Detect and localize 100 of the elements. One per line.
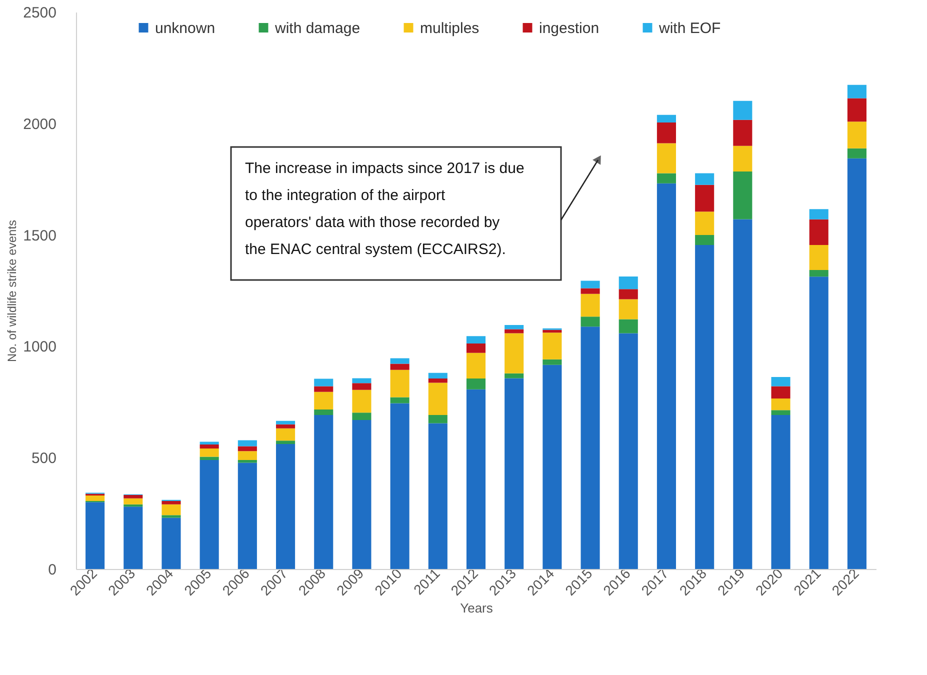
bar xyxy=(695,245,714,569)
bar xyxy=(771,415,790,569)
bar xyxy=(771,376,790,386)
bar xyxy=(124,498,143,504)
y-tick-label: 2000 xyxy=(23,116,56,133)
bar xyxy=(580,294,600,317)
y-tick-label: 2500 xyxy=(23,4,56,22)
bar xyxy=(466,389,486,569)
legend-label: multiples xyxy=(420,20,480,37)
bar xyxy=(656,183,676,569)
bar xyxy=(428,372,448,379)
bar xyxy=(390,358,410,364)
bar xyxy=(276,428,296,441)
bar xyxy=(162,515,181,518)
bar xyxy=(542,330,562,333)
bar xyxy=(580,280,600,288)
bar xyxy=(162,501,181,504)
bar xyxy=(124,495,143,498)
bar xyxy=(428,415,448,424)
bar xyxy=(733,172,752,220)
bar xyxy=(618,289,638,300)
bar xyxy=(200,460,219,569)
y-tick-label: 1000 xyxy=(23,338,56,356)
bar xyxy=(428,382,448,416)
legend-label: with EOF xyxy=(658,20,721,37)
bar xyxy=(542,359,562,365)
bar xyxy=(618,319,638,334)
bar xyxy=(504,329,524,334)
bar xyxy=(618,333,638,569)
bar xyxy=(276,440,296,444)
bar xyxy=(238,451,257,460)
bar xyxy=(200,448,219,457)
bar xyxy=(847,98,866,122)
bar xyxy=(695,212,714,236)
legend-label: with damage xyxy=(274,20,360,37)
legend-label: unknown xyxy=(155,20,216,37)
y-tick-label: 0 xyxy=(48,562,56,578)
bar xyxy=(124,506,143,569)
bar xyxy=(504,373,524,378)
bar xyxy=(809,209,828,220)
bar xyxy=(542,332,562,360)
bar xyxy=(314,378,334,386)
bar xyxy=(733,120,752,146)
bar xyxy=(809,219,828,246)
y-tick-label: 500 xyxy=(31,450,56,468)
bar xyxy=(656,114,676,123)
bar xyxy=(504,333,524,374)
bar xyxy=(314,415,334,569)
bar xyxy=(352,420,372,569)
bar xyxy=(542,364,562,569)
bar xyxy=(352,412,372,420)
bar xyxy=(390,403,410,569)
bar xyxy=(847,84,866,98)
y-axis-title: No. of wildlife strike events xyxy=(5,220,20,362)
legend-label: ingestion xyxy=(539,20,600,37)
bar xyxy=(200,442,219,444)
bar xyxy=(656,122,676,144)
bar xyxy=(86,495,105,502)
bar xyxy=(238,462,257,569)
bar xyxy=(580,316,600,327)
bar xyxy=(695,184,714,212)
bar xyxy=(276,424,296,428)
bar xyxy=(771,410,790,416)
bar xyxy=(656,173,676,184)
bar xyxy=(200,456,219,460)
bar xyxy=(771,398,790,410)
bar xyxy=(695,235,714,246)
bar xyxy=(809,245,828,270)
bar xyxy=(390,364,410,370)
bar xyxy=(390,370,410,398)
bar xyxy=(466,336,486,344)
bar xyxy=(428,423,448,569)
bar xyxy=(352,383,372,390)
bar xyxy=(314,386,334,392)
bar xyxy=(733,146,752,172)
bar xyxy=(314,392,334,410)
bar xyxy=(695,173,714,185)
bar xyxy=(847,122,866,148)
bar xyxy=(162,504,181,516)
bar xyxy=(86,502,105,569)
bar xyxy=(238,440,257,446)
x-axis-title: Years xyxy=(460,600,494,616)
bar xyxy=(276,420,296,424)
bar xyxy=(238,460,257,463)
bar xyxy=(352,378,372,384)
bar xyxy=(276,444,296,569)
bar xyxy=(466,378,486,390)
bar xyxy=(466,352,486,379)
bar xyxy=(428,378,448,383)
bar xyxy=(238,446,257,452)
bar xyxy=(847,148,866,158)
bar xyxy=(809,270,828,277)
bar xyxy=(733,219,752,569)
bar xyxy=(771,386,790,399)
bar xyxy=(618,276,638,290)
bar xyxy=(618,299,638,320)
bar xyxy=(580,326,600,569)
bar xyxy=(809,276,828,569)
y-tick-label: 1500 xyxy=(23,227,56,244)
bar xyxy=(504,378,524,569)
